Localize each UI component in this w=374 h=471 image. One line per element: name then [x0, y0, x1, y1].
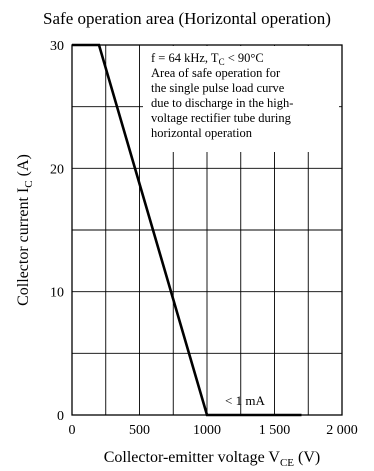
- x-tick-label: 1000: [193, 423, 221, 438]
- annotation-line-5: voltage rectifier tube during: [151, 111, 292, 125]
- x-tick-labels: 0 500 1000 1 500 2 000: [69, 423, 358, 438]
- x-tick-label: 1 500: [259, 423, 291, 438]
- x-tick-label: 2 000: [326, 423, 358, 438]
- y-tick-label: 10: [50, 286, 64, 301]
- x-axis-symbol: V: [268, 449, 280, 466]
- x-axis-label: Collector-emitter voltage VCE (V): [104, 449, 321, 469]
- annotation-line-4: due to discharge in the high-: [151, 96, 293, 110]
- annotation-line-1-suffix: < 90°C: [225, 51, 264, 65]
- x-tick-label: 0: [69, 423, 76, 438]
- x-axis-subscript: CE: [280, 457, 294, 469]
- y-tick-label: 0: [57, 409, 64, 424]
- annotation-text: f = 64 kHz, TC < 90°C Area of safe opera…: [151, 51, 293, 140]
- annotation-line-3: the single pulse load curve: [151, 81, 285, 95]
- y-axis-subscript: C: [23, 180, 35, 187]
- y-tick-label: 20: [50, 162, 64, 177]
- x-axis-unit: (V): [298, 449, 320, 466]
- x-tick-label: 500: [129, 423, 150, 438]
- annotation-line-2: Area of safe operation for: [151, 66, 281, 80]
- series-group: [72, 43, 302, 417]
- y-tick-labels: 0 10 20 30: [50, 39, 64, 424]
- annotation-line-6: horizontal operation: [151, 126, 253, 140]
- soa-boundary-line: [72, 43, 302, 417]
- y-tick-label: 30: [50, 39, 64, 54]
- annotation-line-1-subscript: C: [219, 57, 225, 67]
- leakage-current-label: < 1 mA: [225, 393, 265, 408]
- y-axis-symbol: I: [15, 188, 32, 193]
- annotation-box: [143, 46, 339, 152]
- y-axis-label: Collector current IC (A): [15, 154, 35, 306]
- chart-title: Safe operation area (Horizontal operatio…: [43, 9, 331, 28]
- y-axis-unit: (A): [15, 154, 32, 176]
- annotation-line-1: f = 64 kHz, TC < 90°C: [151, 51, 264, 67]
